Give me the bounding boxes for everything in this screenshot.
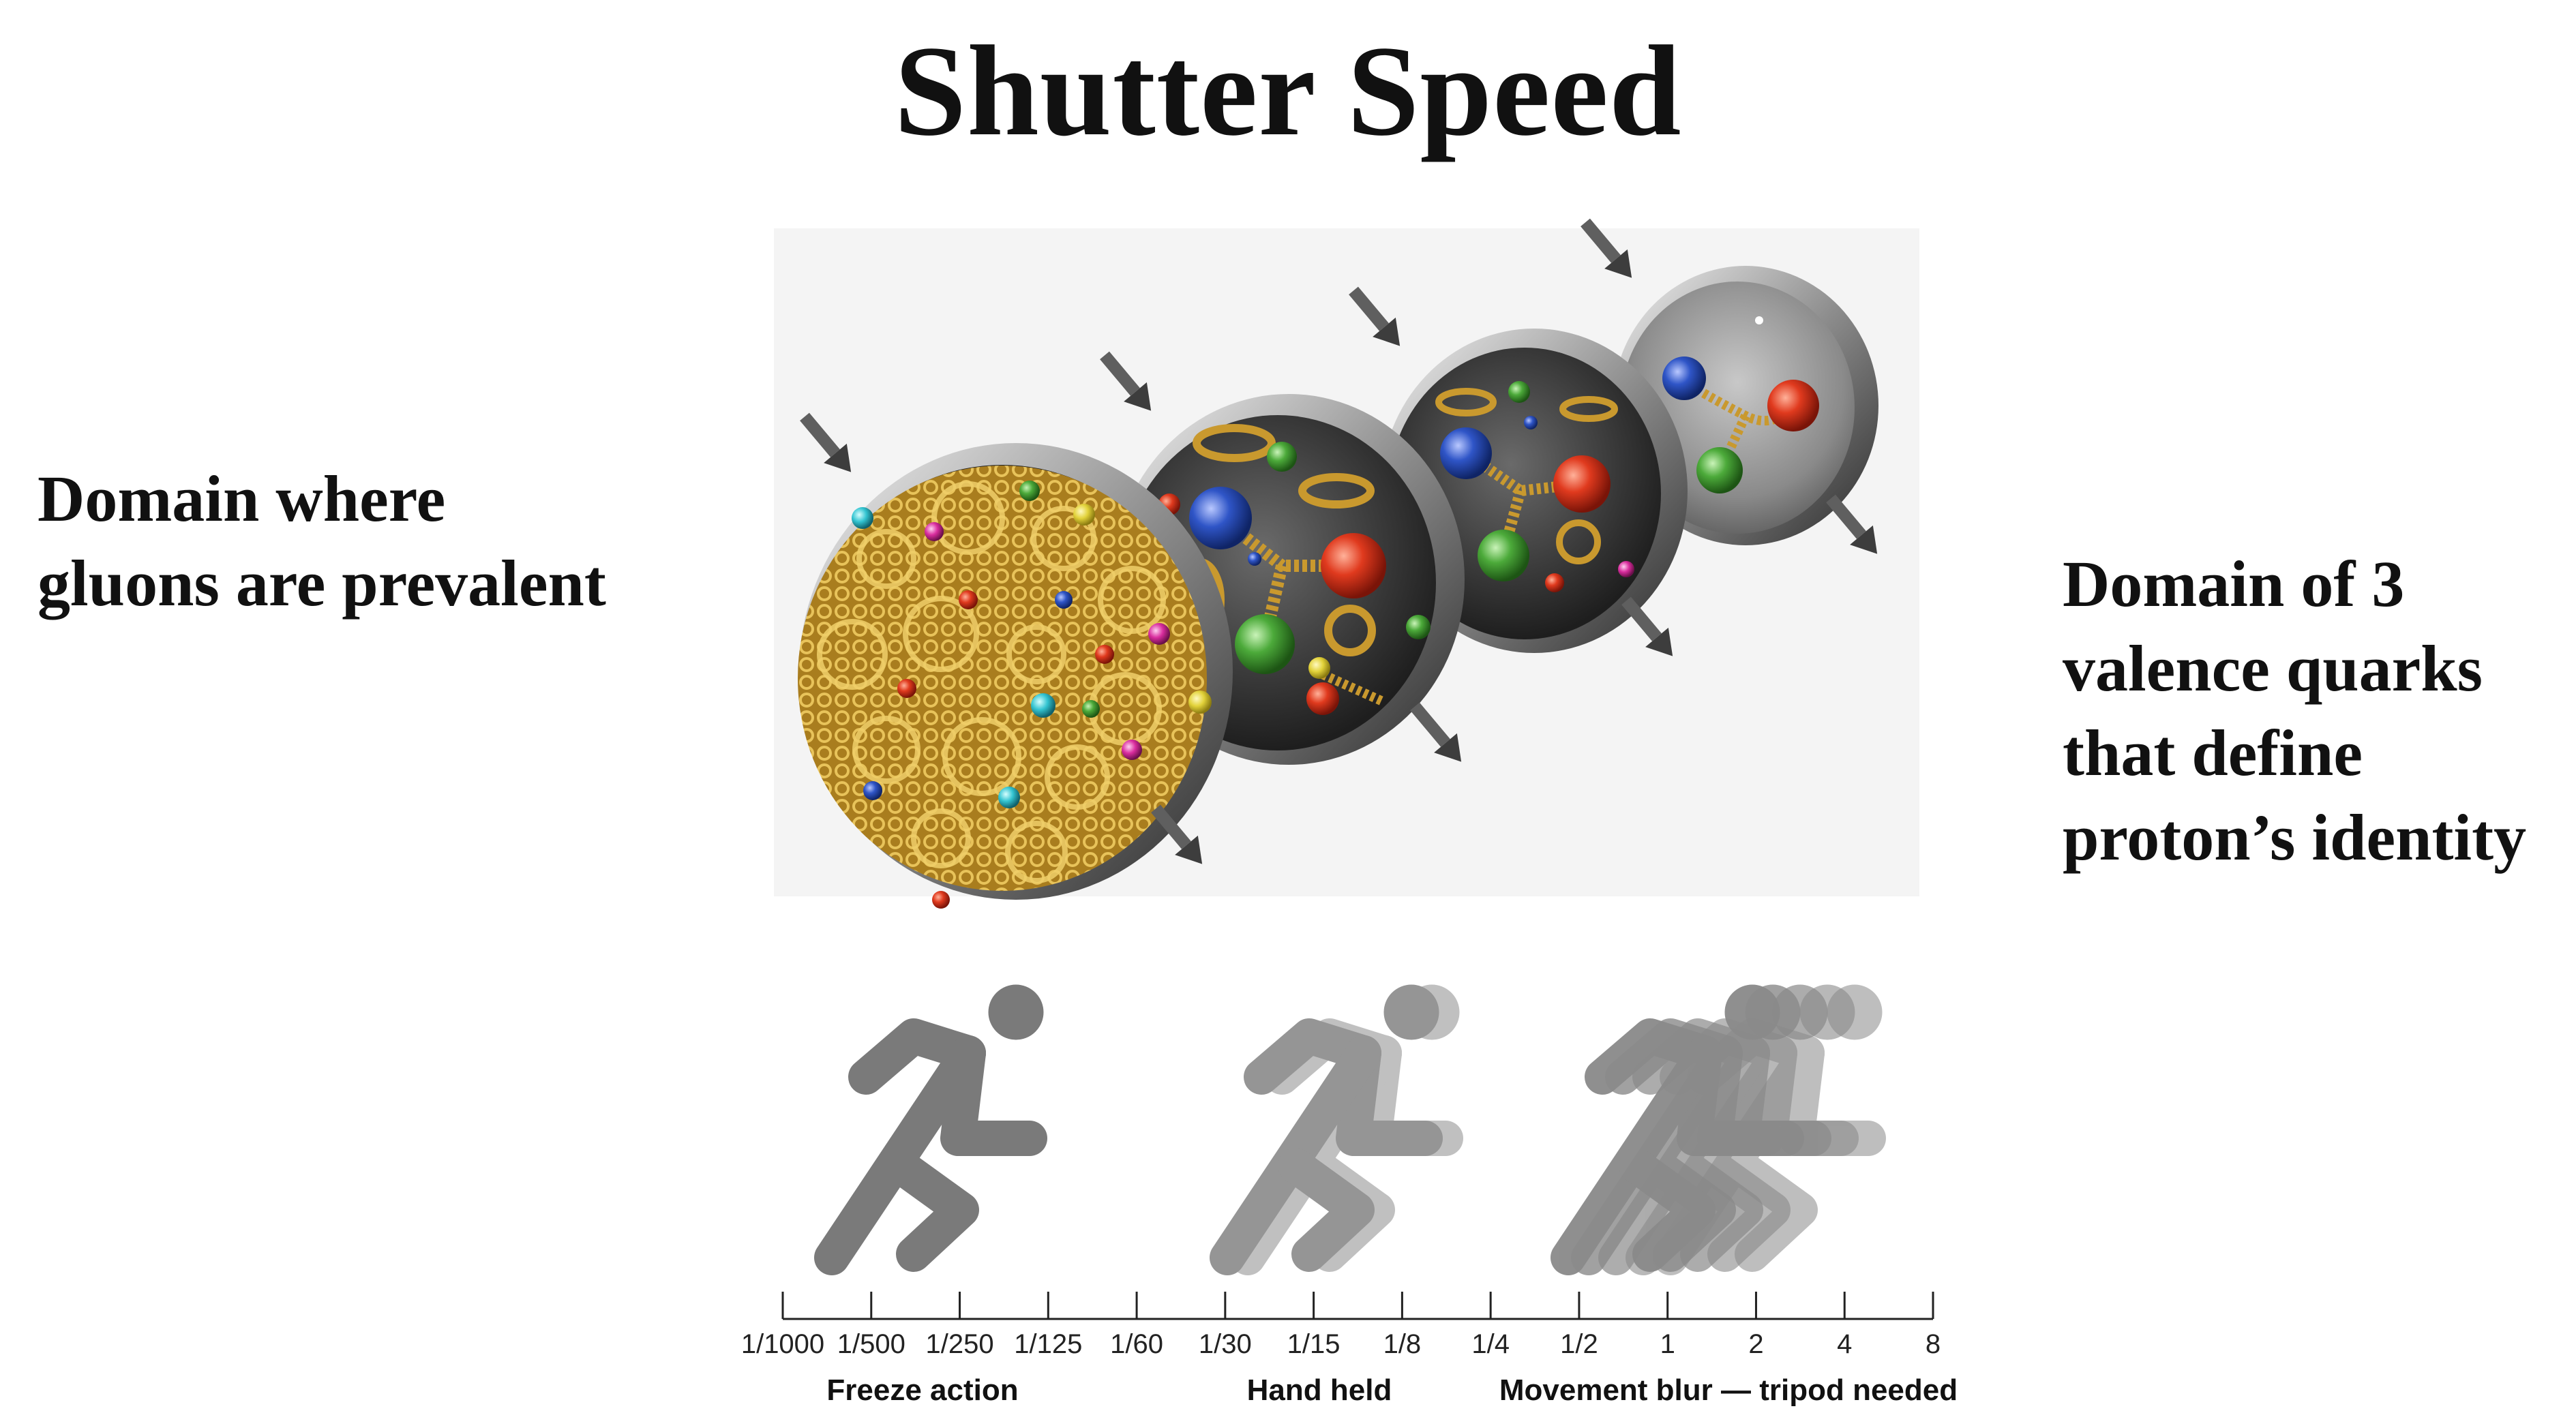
tick-label: 1/250 bbox=[925, 1329, 994, 1359]
runner-icon-blur bbox=[1568, 985, 1882, 1258]
runner-icon-handheld bbox=[1227, 985, 1459, 1258]
tick-label: 1/60 bbox=[1110, 1329, 1163, 1359]
tick-label: 1/4 bbox=[1471, 1329, 1510, 1359]
tick-label: 1/500 bbox=[837, 1329, 905, 1359]
runner-icon-freeze bbox=[832, 985, 1043, 1258]
tick-label: 4 bbox=[1837, 1329, 1853, 1359]
left-caption-line-2: gluons are prevalent bbox=[38, 547, 606, 620]
category-label: Movement blur — tripod needed bbox=[1499, 1373, 1958, 1407]
tick-label: 1/1000 bbox=[740, 1329, 825, 1359]
left-caption: Domain where gluons are prevalent bbox=[38, 457, 651, 626]
tick-label: 8 bbox=[1925, 1329, 1941, 1359]
right-caption-line-4: proton’s identity bbox=[2063, 801, 2527, 874]
right-caption-line-3: that define bbox=[2063, 716, 2363, 789]
right-caption-line-2: valence quarks bbox=[2063, 632, 2483, 705]
page-title: Shutter Speed bbox=[894, 20, 1682, 163]
tick-label: 1 bbox=[1660, 1329, 1675, 1359]
tick-label: 1/2 bbox=[1560, 1329, 1598, 1359]
left-caption-line-1: Domain where bbox=[38, 462, 446, 535]
tick-label: 1/125 bbox=[1014, 1329, 1083, 1359]
tick-label: 1/8 bbox=[1383, 1329, 1422, 1359]
right-caption: Domain of 3 valence quarks that define p… bbox=[2063, 542, 2567, 880]
category-label: Freeze action bbox=[826, 1373, 1019, 1407]
tick-label: 1/15 bbox=[1287, 1329, 1341, 1359]
shutter-speed-scale bbox=[781, 1292, 1934, 1320]
right-caption-line-1: Domain of 3 bbox=[2063, 547, 2405, 620]
tick-label: 1/30 bbox=[1198, 1329, 1252, 1359]
proton-disc-1 bbox=[793, 407, 1233, 909]
tick-label: 2 bbox=[1748, 1329, 1764, 1359]
category-label: Hand held bbox=[1246, 1373, 1392, 1407]
